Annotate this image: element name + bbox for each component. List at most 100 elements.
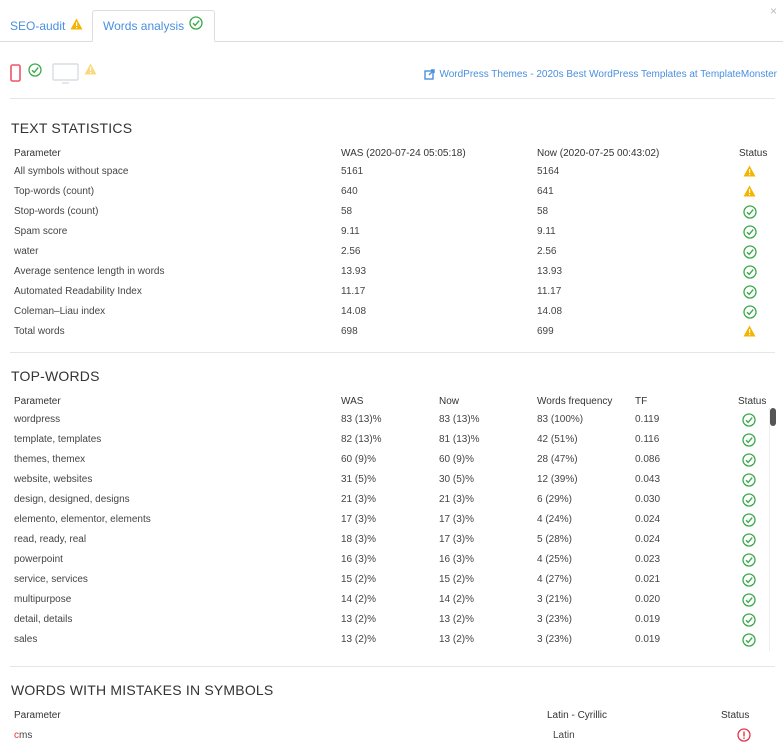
divider — [10, 98, 775, 99]
table-row: service, services 15 (2)% 15 (2)% 4 (27%) 0.… — [0, 570, 783, 590]
cell: 5164 — [537, 166, 560, 177]
cell: Average sentence length in words — [14, 266, 165, 277]
cell: 14.08 — [537, 306, 563, 317]
table-row: wordpress 83 (13)% 83 (13)% 83 (100%) 0.119 — [0, 410, 783, 430]
cell: multipurpose — [14, 594, 72, 605]
section-title: WORDS WITH MISTAKES IN SYMBOLS — [11, 682, 274, 698]
cell: 17 (3)% — [439, 534, 475, 545]
cell: 3 (21%) — [537, 594, 573, 605]
cell: 6 (29%) — [537, 494, 573, 505]
column-header: WAS (2020-07-24 05:05:18) — [341, 148, 466, 159]
page-link-text: WordPress Themes - 2020s Best WordPress … — [439, 69, 777, 80]
cell: 0.024 — [635, 534, 661, 545]
column-header: WAS — [341, 396, 364, 407]
tab-seo-audit[interactable]: SEO-audit — [0, 10, 93, 42]
cell: Spam score — [14, 226, 68, 237]
table-row: template, templates 82 (13)% 81 (13)% 42 (5… — [0, 430, 783, 450]
external-link-icon — [424, 69, 436, 80]
check-circle-icon — [742, 513, 756, 530]
cell: 83 (13)% — [341, 414, 382, 425]
table-row: water 2.56 2.56 — [0, 242, 783, 262]
cell: 17 (3)% — [439, 514, 475, 525]
table-header: Parameter WAS (2020-07-24 05:05:18) Now (2… — [0, 144, 783, 162]
tab-bar: SEO-audit Words analysis — [0, 0, 783, 42]
table-header: Parameter WAS Now Words frequency TF Status — [0, 392, 783, 410]
cell: Latin — [553, 730, 575, 741]
check-circle-icon — [742, 453, 756, 470]
table-row: website, websites 31 (5)% 30 (5)% 12 (39%) 0… — [0, 470, 783, 490]
check-circle-icon — [743, 305, 757, 322]
table-row: All symbols without space 5161 5164 — [0, 162, 783, 182]
cell: 3 (23%) — [537, 614, 573, 625]
cell: read, ready, real — [14, 534, 87, 545]
table-row: read, ready, real 18 (3)% 17 (3)% 5 (28%) 0.… — [0, 530, 783, 550]
mistake-char: c — [14, 730, 19, 741]
cell: template, templates — [14, 434, 102, 445]
cell: 58 — [537, 206, 549, 217]
word-rest: ms — [19, 730, 33, 741]
cell: 9.11 — [537, 226, 556, 237]
cell: 4 (27%) — [537, 574, 573, 585]
cell: 13 (2)% — [439, 634, 475, 645]
divider — [10, 352, 775, 353]
tab-words-analysis[interactable]: Words analysis — [92, 10, 215, 42]
mobile-device-button[interactable] — [10, 64, 21, 85]
table-row: Stop-words (count) 58 58 — [0, 202, 783, 222]
tab-label: Words analysis — [103, 19, 185, 33]
cell: Total words — [14, 326, 65, 337]
column-header: Now (2020-07-25 00:43:02) — [537, 148, 660, 159]
cell: 14 (2)% — [341, 594, 377, 605]
section-title: TEXT STATISTICS — [11, 120, 133, 136]
column-header: Latin - Cyrillic — [547, 710, 608, 721]
scrollbar-thumb[interactable] — [770, 408, 776, 426]
cell: wordpress — [14, 414, 61, 425]
check-circle-icon — [742, 473, 756, 490]
cell: 15 (2)% — [341, 574, 377, 585]
column-header: Status — [721, 710, 750, 721]
cell: 0.030 — [635, 494, 661, 505]
cell: 0.116 — [635, 434, 660, 445]
cell: Top-words (count) — [14, 186, 95, 197]
cell: 60 (9)% — [341, 454, 377, 465]
cell: 15 (2)% — [439, 574, 475, 585]
cell: 14 (2)% — [439, 594, 475, 605]
cell: Coleman–Liau index — [14, 306, 106, 317]
scrollbar[interactable] — [769, 408, 776, 651]
check-circle-icon — [742, 553, 756, 570]
cell: 5 (28%) — [537, 534, 573, 545]
cell: 12 (39%) — [537, 474, 578, 485]
divider — [10, 666, 775, 667]
warning-icon — [84, 63, 97, 78]
cell: 21 (3)% — [439, 494, 475, 505]
table-row: sales 13 (2)% 13 (2)% 3 (23%) 0.019 — [0, 630, 783, 650]
cell: 2.56 — [537, 246, 557, 257]
column-header: Parameter — [14, 396, 61, 407]
cell: 3 (23%) — [537, 634, 573, 645]
word-cell: cms — [14, 730, 32, 741]
warning-icon — [70, 11, 83, 41]
check-circle-icon — [189, 11, 203, 41]
desktop-device-button[interactable] — [52, 63, 79, 88]
table-row: Top-words (count) 640 641 — [0, 182, 783, 202]
check-circle-icon — [743, 205, 757, 222]
cell: 699 — [537, 326, 554, 337]
cell: 0.023 — [635, 554, 661, 565]
cell: 16 (3)% — [439, 554, 475, 565]
cell: powerpoint — [14, 554, 63, 565]
cell: elemento, elementor, elements — [14, 514, 151, 525]
column-header: TF — [635, 396, 648, 407]
section-title: TOP-WORDS — [11, 368, 100, 384]
cell: 4 (25%) — [537, 554, 573, 565]
cell: 0.119 — [635, 414, 660, 425]
cell: 11.17 — [341, 286, 366, 297]
close-button[interactable]: × — [769, 4, 777, 18]
cell: detail, details — [14, 614, 73, 625]
check-circle-icon — [742, 533, 756, 550]
warning-icon — [743, 165, 756, 180]
cell: 17 (3)% — [341, 514, 377, 525]
page-link[interactable]: WordPress Themes - 2020s Best WordPress … — [424, 69, 777, 80]
cell: 16 (3)% — [341, 554, 377, 565]
cell: 2.56 — [341, 246, 361, 257]
check-circle-icon — [28, 63, 42, 80]
cell: 0.020 — [635, 594, 661, 605]
